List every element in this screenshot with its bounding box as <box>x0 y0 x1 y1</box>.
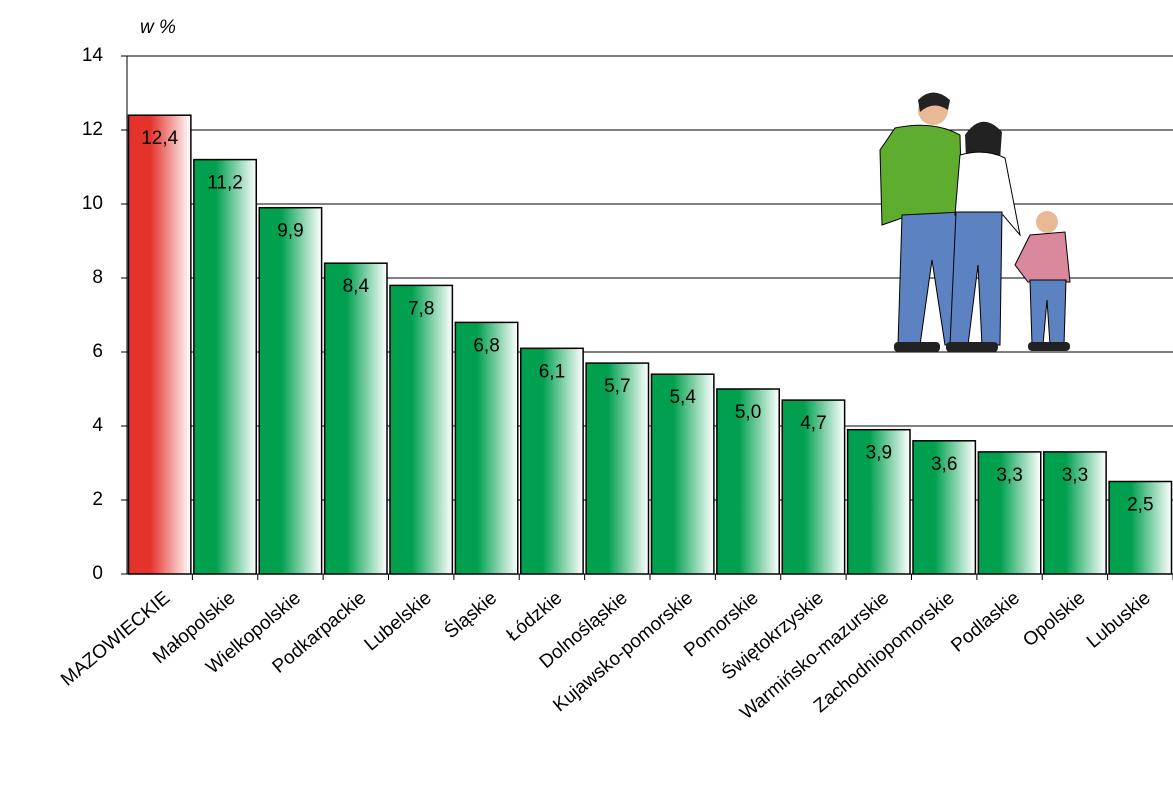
bar <box>127 114 192 575</box>
bar <box>781 399 846 575</box>
bar <box>912 440 977 575</box>
x-tick-label: Opolskie <box>1019 588 1089 652</box>
bar <box>323 262 388 575</box>
bar <box>716 388 780 575</box>
x-tick-label: Podlaskie <box>947 588 1024 657</box>
bar <box>389 284 454 575</box>
x-tick-label: Śląskie <box>440 587 501 643</box>
data-label: 5,0 <box>735 402 761 423</box>
data-label: 11,2 <box>207 173 243 194</box>
data-label: 6,8 <box>473 335 499 356</box>
data-label: 3,9 <box>866 443 892 464</box>
data-label: 5,7 <box>604 376 630 397</box>
bar <box>258 206 323 575</box>
data-label: 6,1 <box>539 361 565 382</box>
data-label: 3,6 <box>931 454 957 475</box>
data-label: 4,7 <box>800 413 826 434</box>
bar <box>1108 480 1173 575</box>
y-tick-label: 14 <box>82 45 104 66</box>
data-label: 8,4 <box>343 276 370 297</box>
x-tick-label: MAZOWIECKIE <box>57 588 174 691</box>
bar <box>585 362 650 575</box>
bar <box>193 158 257 575</box>
bar <box>650 373 715 575</box>
data-label: 7,8 <box>408 298 434 319</box>
y-tick-label: 12 <box>82 119 103 140</box>
x-tick-label: Lubuskie <box>1083 588 1155 653</box>
data-label: 12,4 <box>141 128 178 149</box>
x-tick-label: Łódzkie <box>503 588 567 646</box>
y-tick-label: 0 <box>92 563 103 584</box>
data-label: 3,3 <box>996 465 1022 486</box>
y-tick-label: 4 <box>92 415 103 436</box>
data-label: 9,9 <box>277 221 303 242</box>
y-tick-label: 8 <box>92 267 103 288</box>
bar <box>846 428 911 575</box>
bar <box>977 451 1042 575</box>
family-illustration <box>879 92 1071 352</box>
data-label: 2,5 <box>1127 495 1153 516</box>
y-tick-label: 6 <box>92 341 103 362</box>
data-label: 3,3 <box>1062 465 1088 486</box>
bar <box>1043 451 1107 575</box>
y-tick-label: 10 <box>82 193 103 214</box>
bar <box>520 347 584 575</box>
y-axis-label: w % <box>140 17 176 38</box>
bar <box>454 321 519 575</box>
x-tick-label: Lubelskie <box>361 588 436 656</box>
y-tick-label: 2 <box>92 489 103 510</box>
data-label: 5,4 <box>669 387 696 408</box>
